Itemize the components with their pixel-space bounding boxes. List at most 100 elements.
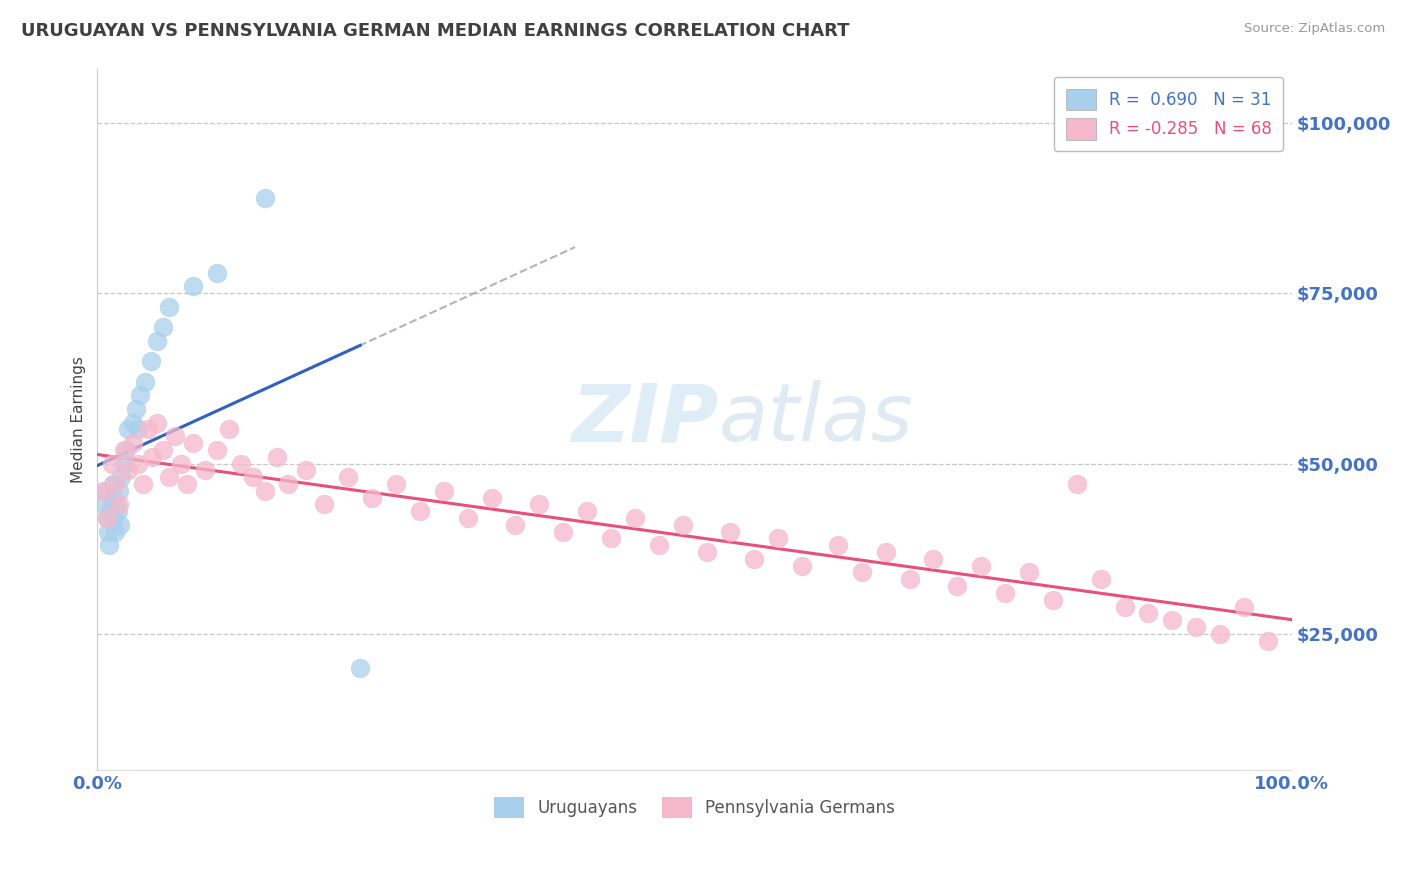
Point: [970, 558, 993, 573]
Point: [127, 422, 149, 436]
Point: [122, 436, 145, 450]
Point: [576, 504, 599, 518]
Point: [242, 470, 264, 484]
Point: [624, 511, 647, 525]
Point: [875, 545, 897, 559]
Point: [157, 300, 180, 314]
Point: [218, 422, 240, 436]
Text: Source: ZipAtlas.com: Source: ZipAtlas.com: [1244, 22, 1385, 36]
Point: [1233, 599, 1256, 614]
Text: ZIP: ZIP: [571, 380, 718, 458]
Point: [104, 524, 127, 539]
Point: [827, 538, 849, 552]
Point: [100, 457, 122, 471]
Point: [1018, 566, 1040, 580]
Point: [108, 517, 131, 532]
Point: [1137, 607, 1160, 621]
Point: [129, 388, 152, 402]
Point: [170, 457, 193, 471]
Point: [101, 477, 124, 491]
Point: [1185, 620, 1208, 634]
Point: [457, 511, 479, 525]
Point: [361, 491, 384, 505]
Point: [433, 483, 456, 498]
Point: [105, 497, 128, 511]
Point: [115, 442, 138, 457]
Point: [1042, 592, 1064, 607]
Point: [922, 552, 945, 566]
Point: [91, 497, 114, 511]
Point: [194, 463, 217, 477]
Point: [108, 497, 131, 511]
Point: [108, 483, 131, 498]
Point: [110, 470, 132, 484]
Point: [94, 483, 117, 498]
Point: [295, 463, 318, 477]
Point: [742, 552, 765, 566]
Point: [146, 416, 169, 430]
Point: [314, 497, 336, 511]
Point: [1090, 572, 1112, 586]
Point: [103, 511, 125, 525]
Point: [994, 586, 1017, 600]
Point: [205, 266, 228, 280]
Point: [100, 491, 122, 505]
Point: [132, 477, 155, 491]
Point: [600, 532, 623, 546]
Point: [253, 483, 276, 498]
Point: [349, 661, 371, 675]
Point: [898, 572, 921, 586]
Point: [181, 279, 204, 293]
Point: [176, 477, 198, 491]
Point: [96, 511, 118, 525]
Point: [505, 517, 527, 532]
Legend: Uruguayans, Pennsylvania Germans: Uruguayans, Pennsylvania Germans: [486, 790, 903, 825]
Point: [1066, 477, 1088, 491]
Point: [337, 470, 360, 484]
Point: [1209, 627, 1232, 641]
Point: [112, 442, 135, 457]
Point: [97, 524, 120, 539]
Point: [139, 354, 162, 368]
Point: [266, 450, 288, 464]
Point: [152, 442, 174, 457]
Point: [553, 524, 575, 539]
Point: [152, 320, 174, 334]
Point: [107, 504, 129, 518]
Point: [146, 334, 169, 348]
Point: [91, 483, 114, 498]
Point: [277, 477, 299, 491]
Point: [946, 579, 969, 593]
Point: [529, 497, 551, 511]
Point: [695, 545, 717, 559]
Point: [409, 504, 432, 518]
Point: [253, 191, 276, 205]
Point: [181, 436, 204, 450]
Point: [134, 375, 156, 389]
Y-axis label: Median Earnings: Median Earnings: [72, 356, 86, 483]
Point: [672, 517, 695, 532]
Point: [122, 416, 145, 430]
Point: [1161, 613, 1184, 627]
Point: [104, 477, 127, 491]
Text: atlas: atlas: [718, 380, 912, 458]
Point: [136, 422, 159, 436]
Point: [385, 477, 408, 491]
Point: [790, 558, 813, 573]
Point: [127, 457, 149, 471]
Point: [157, 470, 180, 484]
Point: [766, 532, 789, 546]
Point: [117, 422, 139, 436]
Point: [98, 538, 121, 552]
Point: [100, 504, 122, 518]
Point: [124, 402, 146, 417]
Point: [205, 442, 228, 457]
Point: [229, 457, 252, 471]
Point: [851, 566, 873, 580]
Point: [163, 429, 186, 443]
Point: [648, 538, 671, 552]
Point: [1257, 633, 1279, 648]
Point: [112, 457, 135, 471]
Point: [1114, 599, 1136, 614]
Text: URUGUAYAN VS PENNSYLVANIA GERMAN MEDIAN EARNINGS CORRELATION CHART: URUGUAYAN VS PENNSYLVANIA GERMAN MEDIAN …: [21, 22, 849, 40]
